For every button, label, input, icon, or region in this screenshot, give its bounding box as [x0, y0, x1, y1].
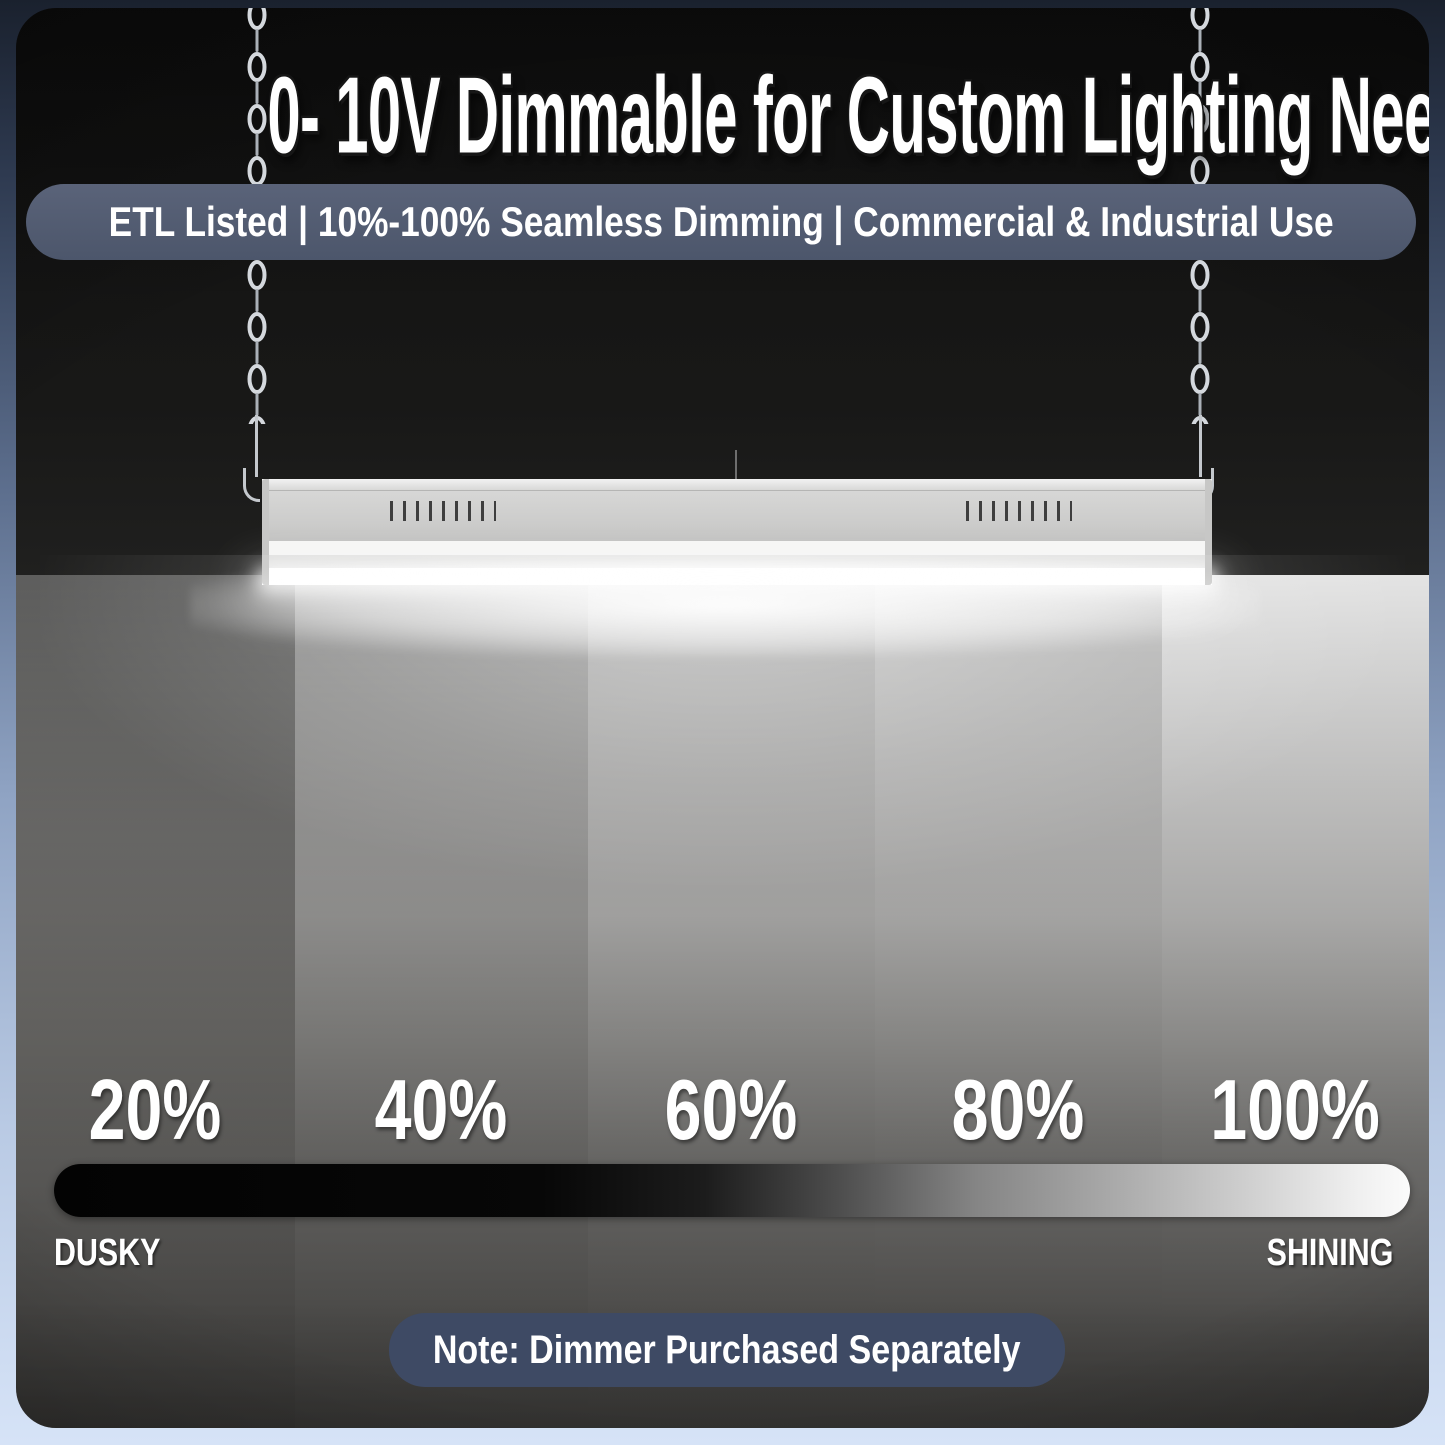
- hook-left-icon: [243, 468, 260, 502]
- fixture-lens-stripe: [262, 541, 1212, 555]
- dimming-level-label: 20%: [88, 1063, 222, 1158]
- vent-slots-left: [390, 501, 496, 521]
- headline: 0- 10V Dimmable for Custom Lighting Need…: [267, 55, 1429, 177]
- vent-slots-right: [966, 501, 1072, 521]
- dimming-level-label: 100%: [1210, 1063, 1380, 1158]
- suspension-wire-right: [1199, 415, 1202, 477]
- fixture-top-lip: [262, 479, 1212, 491]
- dimming-level-label: 40%: [374, 1063, 508, 1158]
- feature-badge-text: ETL Listed | 10%-100% Seamless Dimming |…: [108, 198, 1334, 245]
- feature-badge: ETL Listed | 10%-100% Seamless Dimming |…: [26, 184, 1416, 260]
- scene: 0- 10V Dimmable for Custom Lighting Need…: [16, 8, 1429, 1428]
- note-badge: Note: Dimmer Purchased Separately: [389, 1313, 1065, 1387]
- lamp-bloom-glow: [190, 562, 1260, 657]
- note-badge-text: Note: Dimmer Purchased Separately: [433, 1327, 1021, 1372]
- dimming-level-label: 80%: [951, 1063, 1085, 1158]
- fixture-endcap-left: [262, 479, 269, 585]
- fixture-endcap-right: [1205, 479, 1212, 585]
- led-highbay-fixture: [262, 479, 1212, 585]
- brightness-gradient-bar: [54, 1164, 1410, 1217]
- dusky-label: DUSKY: [54, 1232, 161, 1274]
- room-glow: [40, 555, 1405, 885]
- shining-label: SHINING: [1266, 1232, 1393, 1274]
- dark-scene-panel: 0- 10V Dimmable for Custom Lighting Need…: [16, 8, 1429, 1428]
- power-cable: [735, 450, 737, 480]
- suspension-wire-left: [255, 415, 258, 477]
- dimming-level-label: 60%: [664, 1063, 798, 1158]
